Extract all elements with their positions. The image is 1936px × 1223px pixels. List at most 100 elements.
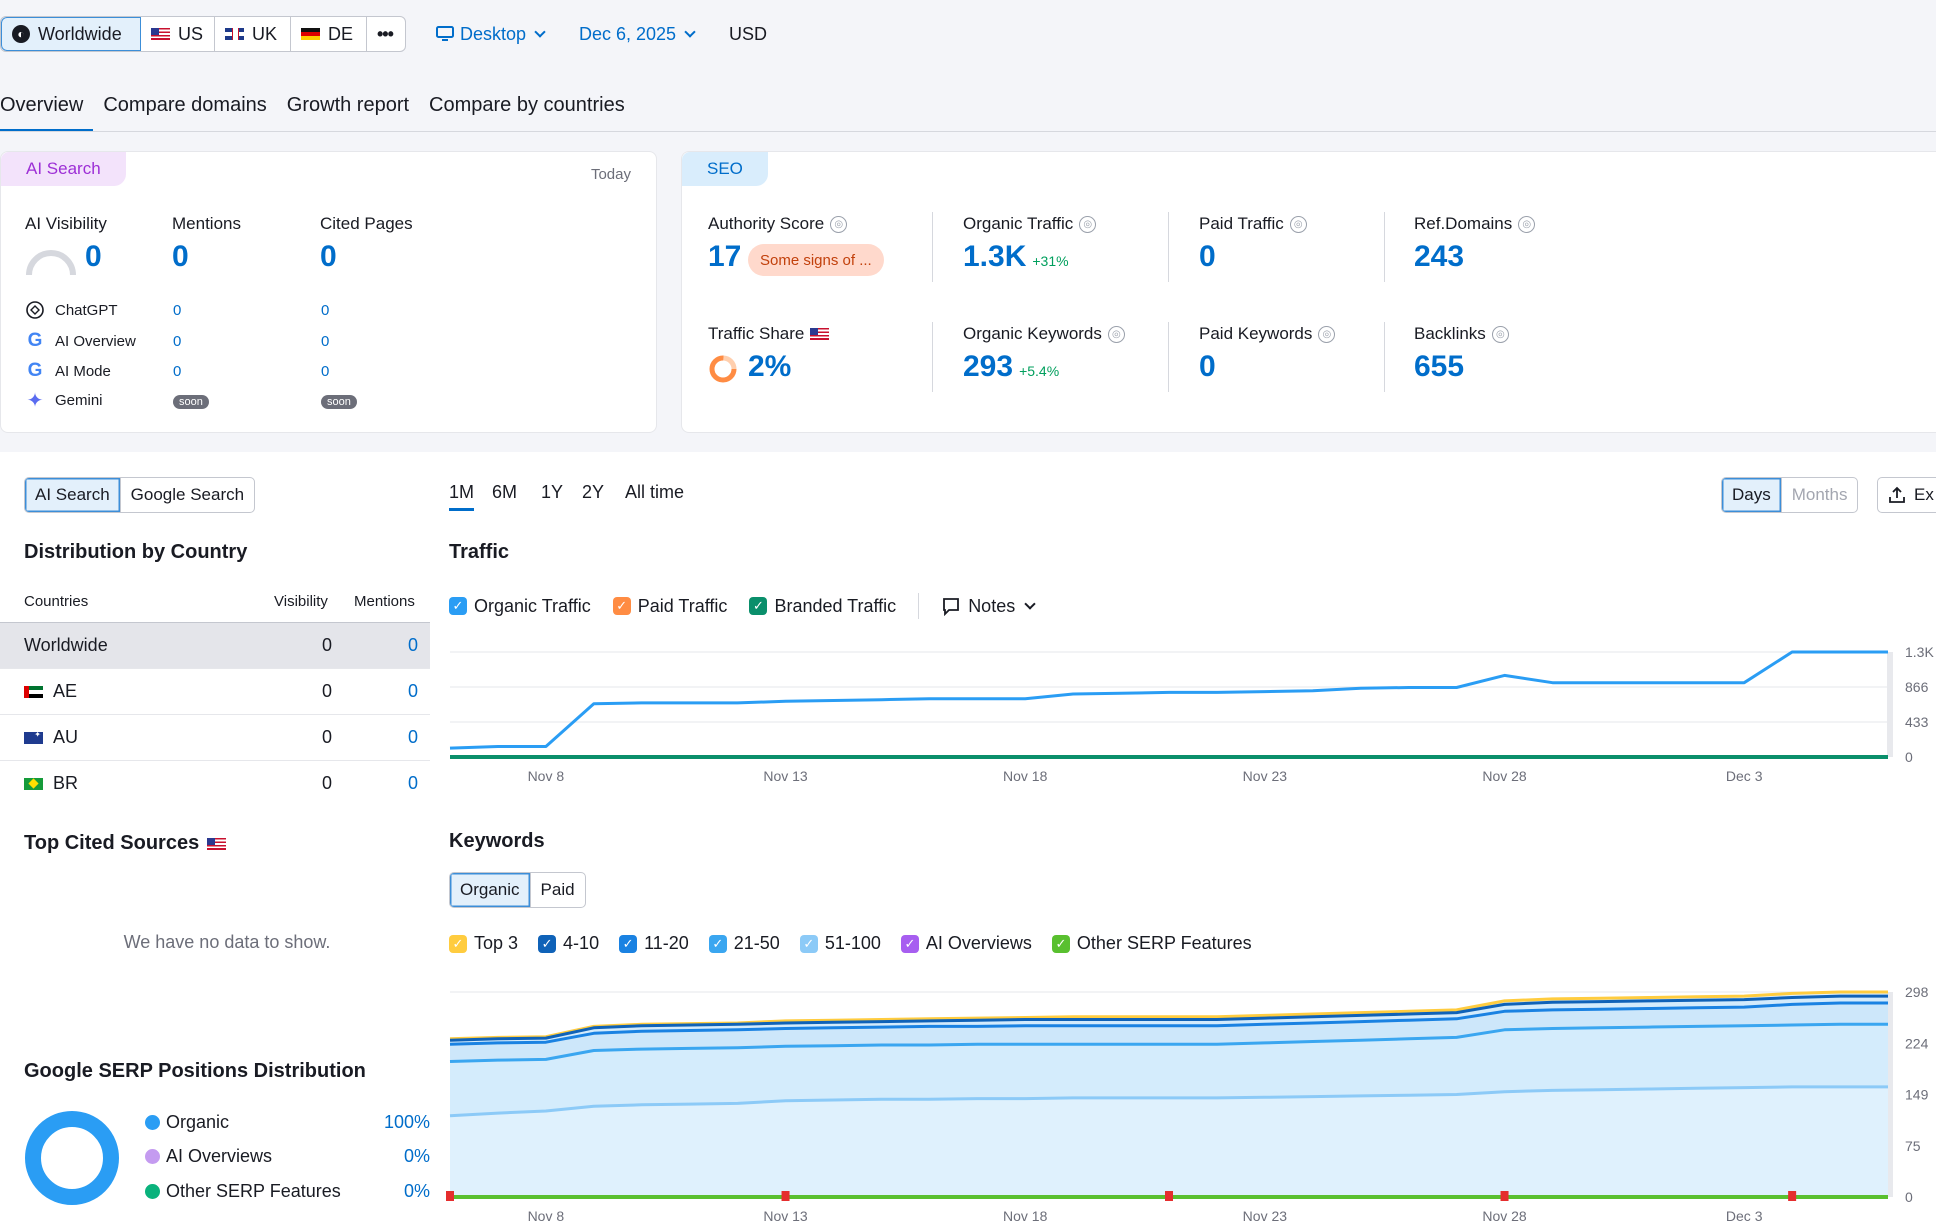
ai-row-cited[interactable]: 0 [321, 301, 330, 319]
y-tick-label: 224 [1905, 1035, 1929, 1051]
ai-row-cited[interactable]: 0 [321, 362, 330, 380]
paid-traffic-value[interactable]: 0 [1199, 240, 1216, 273]
table-row[interactable]: Worldwide 0 0 [0, 622, 430, 668]
traffic-share-value[interactable]: 2% [748, 350, 792, 383]
serp-row-pct[interactable]: 0% [403, 1146, 430, 1166]
table-row[interactable]: AU 0 0 [0, 714, 430, 760]
legend-other-serp[interactable]: ✓ Other SERP Features [1051, 933, 1252, 954]
organic-traffic-value[interactable]: 1.3K [963, 240, 1027, 273]
ai-row-mentions[interactable]: 0 [173, 332, 182, 350]
authority-score-value[interactable]: 17 [708, 240, 742, 273]
ai-row-mentions[interactable]: 0 [173, 301, 182, 319]
period-all-time[interactable]: All time [625, 482, 685, 502]
period-6m[interactable]: 6M [492, 482, 518, 502]
organic-traffic-text: Organic Traffic [963, 214, 1074, 233]
date-dropdown[interactable]: Dec 6, 2025 [579, 16, 696, 52]
country-uk-button[interactable]: UK [215, 17, 291, 51]
serp-row-pct[interactable]: 0% [403, 1181, 430, 1201]
info-icon[interactable]: ◎ [830, 215, 848, 233]
tab-compare-by-countries[interactable]: Compare by countries [429, 94, 625, 116]
keywords-title: Keywords [449, 830, 545, 852]
mentions-value[interactable]: 0 [408, 635, 419, 655]
table-row[interactable]: AE 0 0 [0, 668, 430, 714]
country-name: AU [53, 727, 79, 747]
period-1y[interactable]: 1Y [541, 482, 564, 502]
export-inner: Ex [1878, 478, 1936, 512]
series-line [449, 1085, 1888, 1118]
legend-51-100[interactable]: ✓ 51-100 [799, 933, 881, 954]
seo-tag: SEO [682, 152, 768, 186]
organic-dot-icon [145, 1115, 160, 1130]
us-flag-icon [207, 837, 227, 850]
notes-dropdown[interactable]: Notes [941, 596, 1036, 617]
serp-row-pct[interactable]: 100% [383, 1112, 430, 1132]
serp-distribution-title: Google SERP Positions Distribution [24, 1060, 366, 1082]
google-search-toggle-button[interactable]: Google Search [130, 485, 245, 504]
period-1m[interactable]: 1M [449, 482, 475, 511]
x-tick-label: Nov 18 [1003, 1208, 1048, 1223]
device-dropdown[interactable]: Desktop [436, 16, 546, 52]
info-icon[interactable]: ◎ [1107, 325, 1125, 343]
paid-keywords-value[interactable]: 0 [1199, 350, 1216, 383]
cited-pages-value[interactable]: 0 [320, 240, 337, 273]
keywords-chart[interactable]: 298 224 149 75 0 Nov 8 Nov 13 Nov 18 Nov 23 Nov 2… [440, 980, 1936, 1223]
serp-row-other: Other SERP Features 0% [145, 1181, 430, 1202]
ai-row-cited[interactable]: 0 [321, 332, 330, 350]
x-tick-label: Nov 8 [528, 1208, 565, 1223]
country-worldwide-button[interactable]: ◐ Worldwide [1, 17, 141, 51]
legend-paid-traffic[interactable]: ✓ Paid Traffic [612, 596, 727, 617]
backlinks-value[interactable]: 655 [1414, 350, 1465, 383]
organic-keywords-label: Organic Keywords ◎ [963, 324, 1125, 344]
info-icon[interactable]: ◎ [1518, 215, 1536, 233]
ref-domains-value[interactable]: 243 [1414, 240, 1465, 273]
legend-4-10[interactable]: ✓ 4-10 [538, 933, 599, 954]
more-countries-button[interactable]: ••• [367, 17, 405, 51]
ai-search-card: AI Search Today AI Visibility 0 Mentions… [0, 151, 657, 433]
organic-keywords-delta: +5.4% [1019, 363, 1060, 379]
info-icon[interactable]: ◎ [1318, 325, 1336, 343]
legend-label: Branded Traffic [774, 595, 897, 616]
info-icon[interactable]: ◎ [1491, 325, 1509, 343]
table-row[interactable]: BR 0 0 [0, 760, 430, 806]
traffic-chart[interactable]: 1.3K 866 433 0 Nov 8 Nov 13 Nov 18 Nov 23 Nov 28… [440, 640, 1936, 785]
info-icon[interactable]: ◎ [1079, 215, 1097, 233]
tab-growth-report[interactable]: Growth report [286, 94, 410, 116]
info-icon[interactable]: ◎ [1289, 215, 1307, 233]
ai-search-toggle-button[interactable]: AI Search [25, 478, 121, 512]
legend-ai-overviews[interactable]: ✓ AI Overviews [900, 933, 1032, 954]
tab-overview[interactable]: Overview [0, 88, 94, 132]
mentions-value[interactable]: 0 [408, 727, 419, 747]
currency-text: USD [729, 23, 768, 44]
de-flag-icon [301, 28, 320, 40]
serp-row-label: Organic [166, 1112, 230, 1132]
mentions-value[interactable]: 0 [172, 240, 189, 273]
checkbox-checked-icon: ✓ [749, 597, 768, 615]
organic-keywords-value[interactable]: 293 [963, 350, 1014, 383]
days-button[interactable]: Days [1722, 478, 1782, 512]
legend-top-3[interactable]: ✓ Top 3 [449, 933, 518, 954]
note-flag-icon [446, 1191, 454, 1201]
period-2y[interactable]: 2Y [582, 482, 605, 502]
tab-compare-domains[interactable]: Compare domains [103, 94, 267, 116]
export-icon [1889, 486, 1905, 503]
keywords-type-toggle: Organic Paid [449, 872, 586, 908]
legend-organic-traffic[interactable]: ✓ Organic Traffic [449, 596, 591, 617]
legend-21-50[interactable]: ✓ 21-50 [708, 933, 780, 954]
chatgpt-icon [26, 301, 44, 319]
country-de-button[interactable]: DE [291, 17, 367, 51]
hover-scrollbar [1887, 652, 1893, 757]
legend-branded-traffic[interactable]: ✓ Branded Traffic [749, 596, 896, 617]
cited-pages-label: Cited Pages [320, 214, 413, 233]
legend-11-20[interactable]: ✓ 11-20 [619, 933, 689, 954]
organic-toggle-button[interactable]: Organic [450, 873, 531, 907]
country-cell: BR [24, 773, 78, 794]
paid-keywords-label: Paid Keywords ◎ [1199, 324, 1336, 344]
export-button[interactable]: Ex [1877, 477, 1936, 513]
months-button[interactable]: Months [1791, 485, 1848, 504]
country-us-button[interactable]: US [141, 17, 215, 51]
mentions-value[interactable]: 0 [408, 681, 419, 701]
organic-slice [25, 1111, 119, 1205]
mentions-value[interactable]: 0 [408, 773, 419, 793]
ai-row-mentions[interactable]: 0 [173, 362, 182, 380]
paid-toggle-button[interactable]: Paid [540, 880, 575, 899]
